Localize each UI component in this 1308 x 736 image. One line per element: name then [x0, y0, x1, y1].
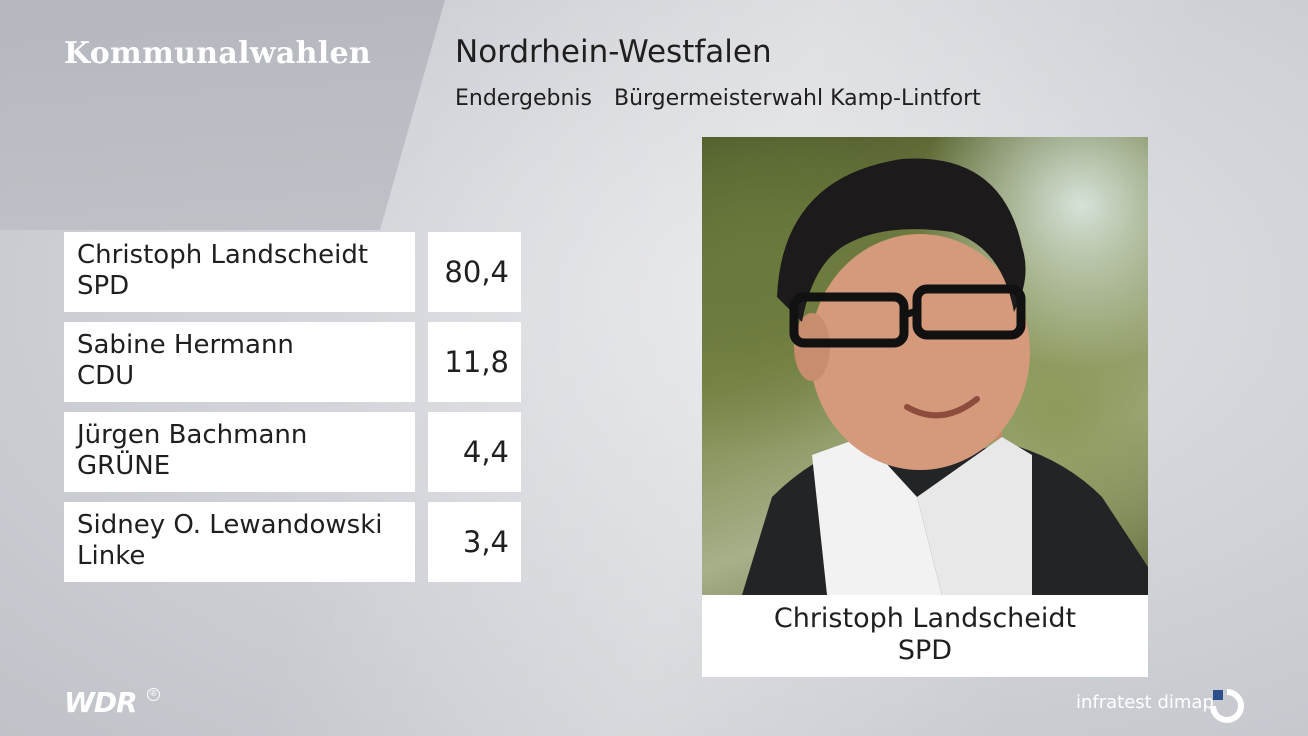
infratest-dimap-logo-icon	[1210, 689, 1244, 723]
candidate-party: Linke	[77, 541, 146, 571]
section-title: Kommunalwahlen	[64, 36, 371, 71]
candidate-cell: Christoph Landscheidt SPD	[64, 232, 415, 312]
result-row: Christoph Landscheidt SPD 80,4	[64, 232, 521, 312]
result-status: Endergebnis	[455, 86, 592, 111]
candidate-name: Sabine Hermann	[77, 330, 294, 360]
candidate-name: Sidney O. Lewandowski	[77, 510, 383, 540]
election-name: Bürgermeisterwahl Kamp-Lintfort	[613, 86, 981, 111]
glasses-left-lens	[789, 292, 909, 348]
candidate-value: 80,4	[428, 232, 521, 312]
candidate-party: GRÜNE	[77, 451, 171, 481]
glasses-bridge	[902, 307, 919, 319]
candidate-value: 3,4	[428, 502, 521, 582]
smile-shape	[904, 396, 980, 419]
result-row: Jürgen Bachmann GRÜNE 4,4	[64, 412, 521, 492]
result-row: Sidney O. Lewandowski Linke 3,4	[64, 502, 521, 582]
results-table: Christoph Landscheidt SPD 80,4 Sabine He…	[64, 232, 521, 592]
winner-name: Christoph Landscheidt	[773, 603, 1077, 634]
face-shape	[810, 234, 1030, 470]
hair-shape	[777, 158, 1026, 322]
candidate-cell: Jürgen Bachmann GRÜNE	[64, 412, 415, 492]
winner-party: SPD	[897, 635, 953, 666]
candidate-party: CDU	[77, 361, 135, 391]
shirt-right-shape	[917, 437, 1032, 595]
page-title: Nordrhein-Westfalen	[455, 34, 772, 70]
candidate-party: SPD	[77, 271, 130, 301]
candidate-cell: Sidney O. Lewandowski Linke	[64, 502, 415, 582]
page-subtitle: Endergebnis Bürgermeisterwahl Kamp-Lintfo…	[455, 86, 981, 111]
candidate-value: 11,8	[428, 322, 521, 402]
wdr-logo: WDR	[64, 686, 138, 719]
registered-mark: ®	[147, 688, 160, 701]
result-row: Sabine Hermann CDU 11,8	[64, 322, 521, 402]
candidate-value: 4,4	[428, 412, 521, 492]
candidate-cell: Sabine Hermann CDU	[64, 322, 415, 402]
shirt-left-shape	[812, 437, 942, 595]
winner-card: Christoph Landscheidt SPD	[702, 137, 1148, 677]
portrait-illustration	[742, 158, 1148, 595]
infratest-dimap-label: infratest dimap	[1076, 692, 1214, 713]
candidate-name: Jürgen Bachmann	[77, 420, 308, 450]
winner-photo	[702, 137, 1148, 595]
winner-caption: Christoph Landscheidt SPD	[702, 595, 1148, 677]
candidate-name: Christoph Landscheidt	[77, 240, 369, 270]
